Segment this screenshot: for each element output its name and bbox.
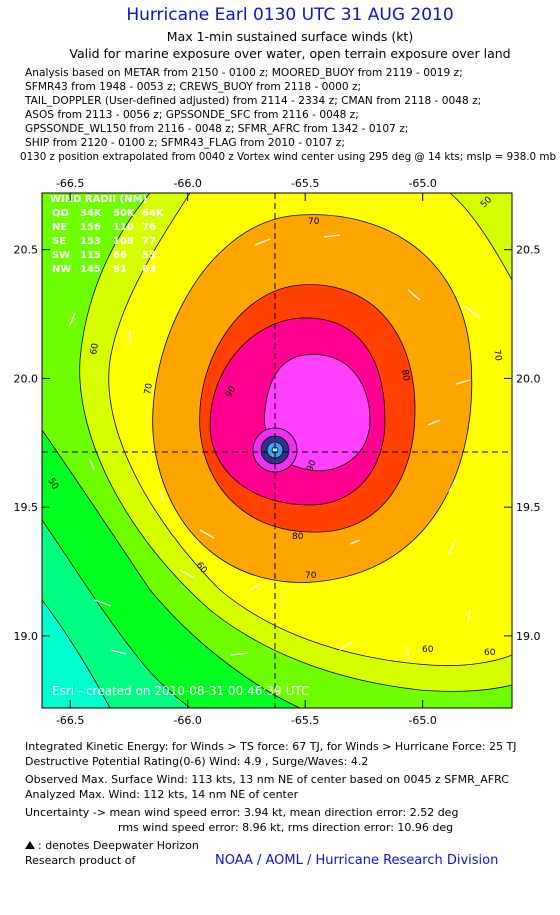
legend-note: : denotes Deepwater Horizon — [38, 839, 199, 852]
y-tick-label: 20.0 — [516, 372, 541, 385]
validity: Valid for marine exposure over water, op… — [69, 46, 510, 61]
contour-label: 60 — [89, 342, 101, 355]
radii-cell: 76 — [142, 222, 156, 233]
footer-line: Analyzed Max. Wind: 112 kts, 14 nm NE of… — [25, 788, 299, 801]
radii-cell: SW — [52, 250, 70, 261]
analysis-line: SFMR43 from 1948 - 0053 z; CREWS_BUOY fr… — [25, 81, 361, 93]
title: Hurricane Earl 0130 UTC 31 AUG 2010 — [126, 5, 453, 25]
x-tick-label: -65.5 — [291, 714, 319, 727]
radii-cell: QD — [52, 208, 69, 219]
horizon-icon — [25, 841, 35, 849]
radii-cell: 108 — [113, 236, 134, 247]
footer-line: Observed Max. Surface Wind: 113 kts, 13 … — [25, 773, 509, 786]
analysis-line: Analysis based on METAR from 2150 - 0100… — [25, 67, 463, 79]
org: NOAA / AOML / Hurricane Research Divisio… — [215, 853, 498, 868]
contour-label: 70 — [143, 382, 155, 395]
footer-line: rms wind speed error: 8.96 kt, rms direc… — [118, 821, 453, 834]
radii-cell: 115 — [80, 250, 101, 261]
footer-line: Destructive Potential Rating(0-6) Wind: … — [25, 755, 368, 768]
radii-cell: NW — [52, 264, 71, 275]
research: Research product of — [25, 854, 136, 867]
radii-cell: 34K — [80, 208, 103, 219]
analysis-line: TAIL_DOPPLER (User-defined adjusted) fro… — [24, 95, 481, 107]
radii-cell: 91 — [113, 264, 127, 275]
y-tick-label: 19.5 — [14, 501, 39, 514]
wind-field: WIND RADII (NM) QD 34K 50K 64K NE 156 110 76 SE 1… — [42, 193, 512, 708]
position-note: 0130 z position extrapolated from 0040 z… — [20, 151, 556, 163]
y-tick-label: 20.0 — [14, 372, 39, 385]
y-tick-label: 19.5 — [516, 501, 541, 514]
radii-cell: 153 — [80, 236, 101, 247]
contour-label: 70 — [308, 217, 320, 227]
contour-label: 60 — [484, 648, 496, 658]
footer: Integrated Kinetic Energy: for Winds > T… — [25, 740, 517, 868]
radii-cell: 53 — [142, 250, 156, 261]
analysis-line: SHIP from 2120 - 0100 z; SFMR43_FLAG fro… — [25, 137, 345, 149]
x-tick-label: -65.0 — [408, 714, 436, 727]
analysis-line: ASOS from 2113 - 0056 z; GPSSONDE_SFC fr… — [25, 109, 359, 121]
contour-label: 80 — [292, 532, 304, 542]
y-tick-label: 19.0 — [516, 630, 541, 643]
contour-label: 70 — [491, 349, 503, 362]
radii-cell: 64K — [142, 208, 165, 219]
radii-cell: 63 — [142, 264, 156, 275]
x-tick-label: -66.5 — [56, 177, 84, 190]
analysis-line: GPSSONDE_WL150 from 2116 - 0048 z; SFMR_… — [25, 123, 408, 135]
radii-cell: 110 — [113, 222, 134, 233]
subtitle: Max 1-min sustained surface winds (kt) — [167, 29, 413, 44]
radii-cell: 77 — [142, 236, 156, 247]
radii-title: WIND RADII (NM) — [50, 194, 147, 205]
credit: Esri - created on 2010-08-31 00:46:39 UT… — [52, 684, 309, 698]
radii-cell: SE — [52, 236, 66, 247]
contour-label: 90 — [305, 459, 318, 473]
plot-frame — [41, 192, 513, 709]
radii-cell: 156 — [80, 222, 101, 233]
footer-line: Uncertainty -> mean wind speed error: 3.… — [25, 806, 458, 819]
radii-cell: 66 — [113, 250, 127, 261]
radii-cell: NE — [52, 222, 67, 233]
x-tick-label: -66.0 — [173, 714, 201, 727]
x-tick-label: -65.0 — [408, 177, 436, 190]
x-tick-label: -66.0 — [173, 177, 201, 190]
radii-cell: 50K — [113, 208, 136, 219]
contour-label: 60 — [422, 645, 434, 655]
contour-label: 80 — [399, 369, 411, 382]
x-tick-label: -66.5 — [56, 714, 84, 727]
footer-line: Integrated Kinetic Energy: for Winds > T… — [25, 740, 517, 753]
radii-cell: 145 — [80, 264, 101, 275]
y-tick-label: 19.0 — [14, 630, 39, 643]
y-tick-label: 20.5 — [516, 244, 541, 257]
y-tick-label: 20.5 — [14, 244, 39, 257]
x-tick-label: -65.5 — [291, 177, 319, 190]
contour-label: 70 — [305, 571, 317, 581]
